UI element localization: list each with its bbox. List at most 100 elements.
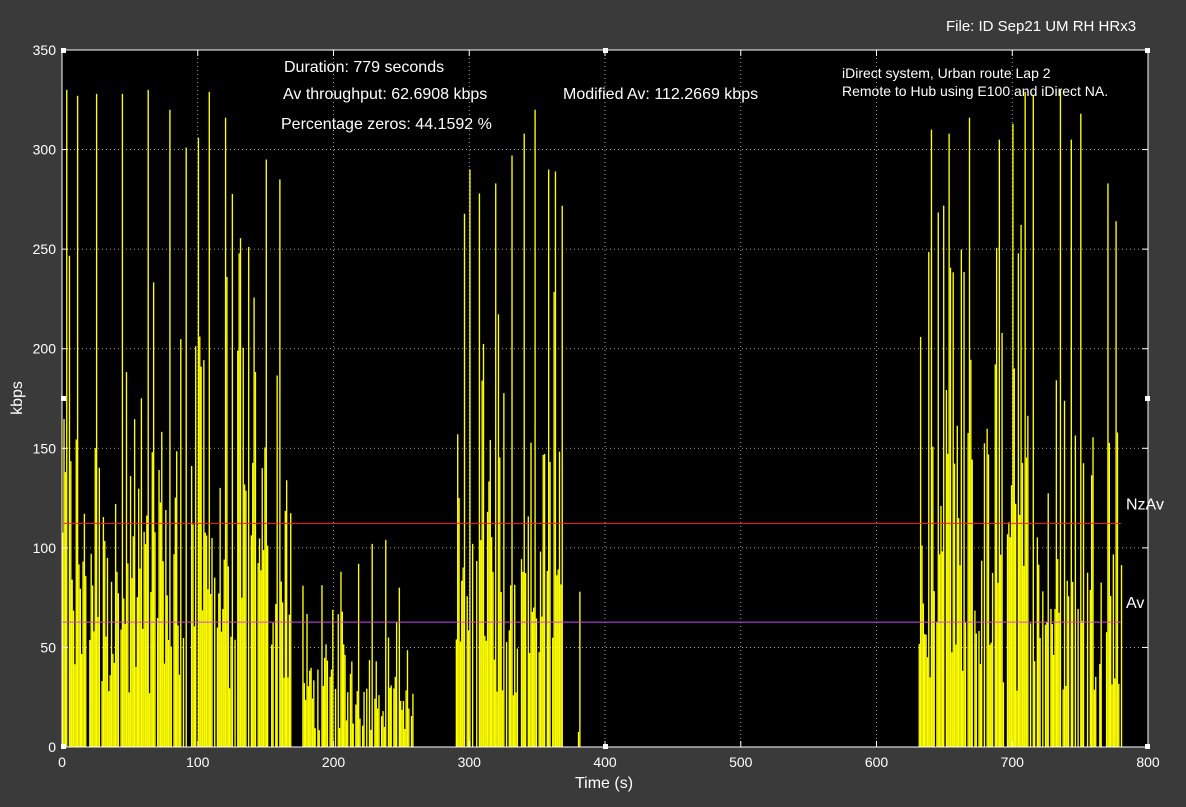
throughput-bar bbox=[94, 448, 96, 747]
axes-handle-middle-right[interactable] bbox=[1145, 396, 1150, 401]
throughput-bar bbox=[239, 238, 242, 747]
throughput-bar bbox=[997, 582, 999, 747]
throughput-bar bbox=[1020, 224, 1022, 748]
axes-handle-top-right[interactable] bbox=[1145, 48, 1150, 53]
throughput-bar bbox=[152, 282, 155, 747]
throughput-bar bbox=[499, 457, 501, 747]
x-axis-label: Time (s) bbox=[575, 775, 633, 792]
axes-handle-top-middle[interactable] bbox=[603, 48, 608, 53]
throughput-bar bbox=[918, 643, 920, 747]
throughput-bar bbox=[90, 553, 92, 747]
throughput-bar bbox=[542, 454, 544, 747]
reference-label-av: Av bbox=[1126, 595, 1144, 612]
throughput-bar bbox=[351, 661, 353, 747]
throughput-bar bbox=[1077, 608, 1079, 747]
throughput-bar bbox=[484, 635, 486, 747]
throughput-bar bbox=[929, 677, 931, 747]
throughput-bar bbox=[497, 314, 500, 747]
throughput-bar bbox=[209, 593, 212, 747]
throughput-bar bbox=[178, 674, 181, 747]
x-tick-label: 400 bbox=[593, 754, 617, 770]
throughput-bar bbox=[522, 571, 524, 747]
throughput-bar bbox=[1105, 632, 1108, 747]
throughput-bar bbox=[986, 428, 988, 747]
throughput-bar bbox=[981, 560, 983, 747]
throughput-bar bbox=[302, 585, 304, 747]
throughput-bar bbox=[192, 524, 194, 747]
throughput-bar bbox=[1032, 95, 1034, 747]
throughput-bar bbox=[101, 681, 103, 747]
axes-handle-top-left[interactable] bbox=[61, 48, 66, 53]
throughput-bar bbox=[509, 585, 512, 747]
throughput-bar bbox=[104, 540, 106, 747]
throughput-bar bbox=[485, 640, 487, 747]
axes-handle-bottom-middle[interactable] bbox=[603, 744, 608, 749]
throughput-bar bbox=[245, 490, 247, 747]
throughput-bar bbox=[492, 571, 494, 747]
axes-handle-bottom-right[interactable] bbox=[1145, 744, 1150, 749]
throughput-bar bbox=[406, 650, 409, 747]
throughput-bar bbox=[1036, 537, 1039, 747]
y-tick-label: 250 bbox=[33, 241, 57, 257]
throughput-bar bbox=[1000, 554, 1002, 747]
throughput-bar bbox=[508, 630, 510, 747]
throughput-bar bbox=[216, 627, 219, 747]
throughput-bar bbox=[520, 559, 523, 747]
throughput-bar bbox=[109, 675, 111, 747]
throughput-bar bbox=[1051, 624, 1053, 747]
axes-handle-bottom-left[interactable] bbox=[61, 744, 66, 749]
throughput-bar bbox=[83, 513, 86, 747]
throughput-bar bbox=[515, 692, 517, 747]
throughput-bar bbox=[106, 557, 109, 747]
throughput-bar bbox=[990, 642, 992, 747]
throughput-bar bbox=[199, 336, 201, 747]
throughput-bar bbox=[1057, 559, 1059, 747]
throughput-bar bbox=[471, 543, 474, 747]
throughput-bar bbox=[500, 592, 502, 747]
throughput-bar bbox=[374, 698, 376, 747]
throughput-bar bbox=[280, 581, 282, 747]
throughput-bar bbox=[926, 657, 929, 747]
throughput-bar bbox=[932, 446, 934, 747]
throughput-bar bbox=[257, 563, 259, 747]
throughput-bar bbox=[227, 566, 229, 747]
throughput-bar bbox=[928, 252, 930, 747]
throughput-bar bbox=[237, 350, 239, 747]
throughput-bar bbox=[223, 559, 225, 747]
throughput-bar bbox=[1017, 253, 1020, 747]
throughput-bar bbox=[264, 447, 266, 747]
throughput-bar bbox=[139, 568, 141, 747]
throughput-bar bbox=[114, 503, 117, 747]
throughput-bar bbox=[967, 433, 969, 747]
throughput-bar bbox=[1082, 463, 1085, 747]
throughput-bar bbox=[154, 532, 156, 747]
throughput-bar bbox=[1109, 595, 1112, 747]
bar-series bbox=[62, 89, 1123, 748]
throughput-bar bbox=[349, 673, 352, 747]
throughput-bar bbox=[1001, 332, 1003, 747]
throughput-bar bbox=[531, 611, 534, 747]
throughput-bar bbox=[180, 339, 182, 747]
throughput-bar bbox=[1058, 612, 1060, 747]
throughput-bar bbox=[523, 133, 525, 747]
throughput-bar bbox=[357, 563, 360, 747]
throughput-bar bbox=[163, 663, 166, 747]
throughput-bar bbox=[936, 622, 938, 747]
throughput-bar bbox=[329, 676, 331, 747]
throughput-bar bbox=[962, 670, 964, 747]
axes-handle-middle-left[interactable] bbox=[61, 396, 66, 401]
throughput-bar bbox=[466, 596, 468, 747]
throughput-bar bbox=[971, 459, 973, 747]
y-tick-label: 0 bbox=[48, 739, 56, 755]
throughput-bar bbox=[200, 366, 202, 747]
throughput-bar bbox=[368, 660, 371, 747]
throughput-bar bbox=[1012, 123, 1014, 747]
throughput-bar bbox=[63, 419, 65, 747]
reference-lines: NzAv Av bbox=[62, 496, 1164, 623]
throughput-bar bbox=[979, 664, 982, 747]
throughput-bar bbox=[97, 616, 99, 747]
throughput-bar bbox=[260, 570, 262, 747]
throughput-bar bbox=[381, 716, 383, 747]
file-label: File: ID Sep21 UM RH HRx3 bbox=[946, 18, 1137, 35]
throughput-bar bbox=[1019, 514, 1021, 747]
